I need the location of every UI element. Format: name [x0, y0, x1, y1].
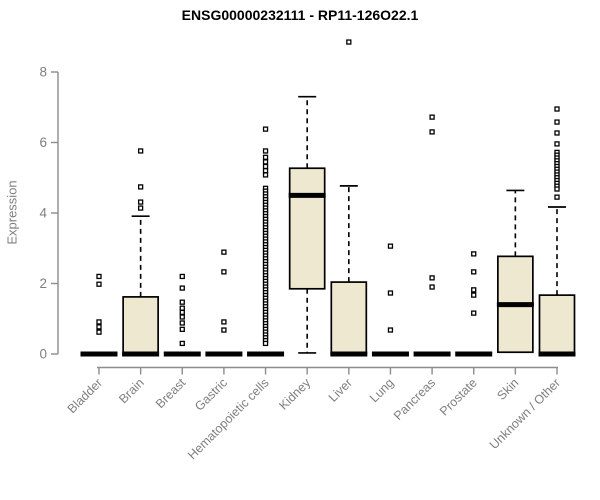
outlier-point [262, 159, 269, 165]
x-tick-label: Skin [494, 376, 521, 403]
outlier-point [554, 130, 560, 136]
outlier-point [471, 287, 477, 293]
outlier-point [554, 141, 560, 147]
outlier-point [429, 275, 435, 281]
outlier-point [179, 305, 185, 311]
outlier-point [471, 269, 477, 275]
outlier-point [262, 168, 269, 174]
x-tick-label: Liver [326, 376, 355, 405]
x-tick-label: Prostate [437, 376, 480, 419]
x-tick-label: Brain [116, 376, 147, 407]
outlier-point [554, 106, 560, 112]
outlier-point [179, 340, 185, 347]
outlier-point [262, 163, 269, 170]
x-tick-label: Hematopoietic cells [185, 376, 272, 463]
outlier-point [387, 243, 394, 249]
outlier-point [179, 273, 185, 280]
y-tick-label: 8 [39, 65, 47, 80]
outlier-point [554, 119, 560, 125]
box [538, 294, 576, 355]
y-tick-label: 4 [39, 206, 47, 221]
chart-title: ENSG00000232111 - RP11-126O22.1 [181, 7, 419, 23]
boxplot-unknown-other [538, 106, 576, 357]
box [122, 296, 159, 355]
boxplot-lung [371, 243, 409, 357]
boxplot-pancreas [413, 114, 451, 357]
outlier-point [179, 326, 185, 332]
outlier-point [179, 320, 185, 326]
boxplot-brain [122, 148, 160, 357]
boxplot-prostate [455, 251, 493, 357]
box [330, 281, 368, 355]
outlier-point [429, 114, 435, 120]
outlier-point [137, 199, 144, 205]
y-tick-label: 0 [39, 347, 47, 362]
outlier-point [262, 126, 269, 132]
boxplot-gastric [205, 249, 243, 357]
outlier-point [179, 299, 185, 305]
box [288, 167, 326, 290]
outlier-point [179, 314, 185, 320]
outlier-point [429, 129, 435, 135]
outlier-point [221, 319, 227, 325]
outlier-point [387, 327, 394, 333]
outlier-point [429, 284, 435, 290]
outlier-point [137, 184, 144, 190]
y-axis: 0 2 4 6 8 [39, 65, 59, 362]
outlier-point [387, 290, 394, 296]
outlier-point [221, 269, 227, 275]
y-tick-label: 2 [39, 276, 47, 291]
x-tick-label: Lung [367, 376, 397, 406]
boxplot-bladder [80, 273, 118, 357]
outlier-point [554, 194, 560, 200]
boxplot-skin [496, 189, 534, 354]
outlier-point [179, 309, 185, 316]
x-tick-label: Pancreas [391, 376, 438, 423]
outlier-point [221, 249, 227, 255]
outlier-point [262, 340, 269, 347]
outlier-point [96, 329, 102, 335]
y-tick-label: 6 [39, 135, 47, 150]
boxplot-liver [330, 39, 368, 357]
outlier-point [346, 39, 352, 45]
outlier-point [554, 186, 560, 192]
boxplot-hematopoietic-cells [247, 126, 285, 357]
outlier-point [137, 205, 144, 211]
outlier-point [179, 285, 185, 291]
outlier-point [137, 148, 144, 154]
outlier-point [96, 319, 102, 325]
boxplot-kidney [288, 95, 326, 354]
boxplot-breast [163, 273, 201, 357]
x-tick-label: Kidney [276, 375, 313, 412]
outlier-point [262, 148, 269, 154]
outlier-point [471, 310, 477, 316]
outlier-point [96, 324, 102, 330]
outlier-point [96, 273, 102, 280]
outlier-point [471, 251, 477, 257]
outlier-point [471, 292, 477, 298]
outlier-point [262, 154, 269, 160]
outlier-point [96, 281, 102, 287]
x-tick-label: Bladder [65, 376, 105, 416]
x-tick-label: Unknown / Other [487, 376, 563, 452]
x-tick-label: Breast [153, 375, 189, 411]
outlier-point [262, 172, 269, 178]
outlier-point [221, 327, 227, 333]
x-tick-label: Gastric [192, 376, 230, 414]
